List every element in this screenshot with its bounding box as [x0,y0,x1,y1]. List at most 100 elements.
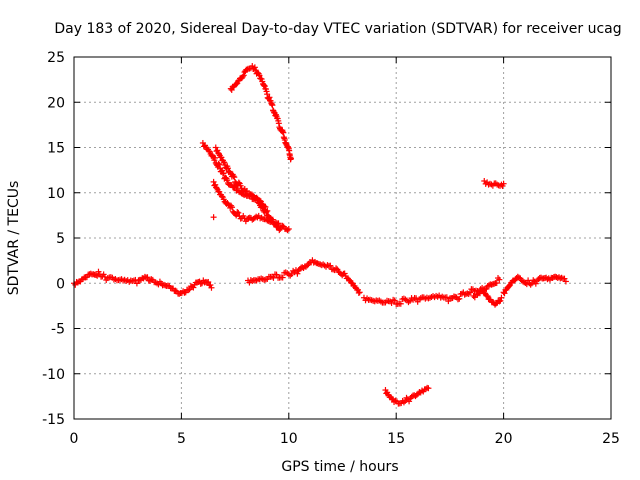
data-point [235,209,242,216]
data-point [214,147,221,154]
data-point [242,188,249,195]
y-tick-label: -15 [42,412,65,428]
data-point [284,227,291,234]
data-point [230,173,237,180]
y-tick-label: 0 [56,276,65,292]
data-point [190,284,197,291]
data-point [461,291,468,298]
data-point [160,281,167,288]
data-point [205,278,212,285]
data-point [285,225,292,232]
data-point [212,181,219,188]
y-tick-label: -5 [51,322,65,338]
data-point [525,277,532,284]
data-point [498,294,505,301]
y-tick-label: -10 [42,367,65,383]
data-point [263,208,270,215]
data-point [355,289,362,296]
data-point [208,284,215,291]
data-point [496,298,503,305]
data-point [334,266,341,273]
data-point [532,280,539,287]
data-point [256,197,263,204]
chart-title: Day 183 of 2020, Sidereal Day-to-day VTE… [54,21,621,37]
plot-frame [73,56,612,420]
data-point [229,204,236,211]
data-point [483,285,490,292]
x-tick-label: 25 [602,431,620,447]
data-point [216,161,223,168]
data-point [287,155,294,162]
data-point [273,271,280,278]
data-point [497,297,504,304]
y-axis-label: SDTVAR / TECUs [6,181,22,296]
data-point [406,398,413,405]
data-point [251,64,258,71]
data-point [506,283,513,290]
data-point [234,209,241,216]
data-point [207,281,214,288]
y-tick-label: 10 [47,186,65,202]
data-point [456,295,463,302]
data-point [264,207,271,214]
data-point [210,214,217,221]
data-point [496,276,503,283]
x-tick-label: 5 [177,431,186,447]
data-point [248,191,255,198]
data-point [275,220,282,227]
x-tick-label: 20 [495,431,513,447]
data-point [231,174,238,181]
data-point [240,72,247,79]
data-point [256,72,263,79]
data-point [215,160,222,167]
data-point [269,102,276,109]
y-tick-label: 15 [47,141,65,157]
data-point [333,265,340,272]
data-point [425,385,432,392]
data-point [262,204,269,211]
data-point [500,180,507,187]
y-tick-label: 20 [47,95,65,111]
y-tick-label: 5 [56,231,65,247]
data-point [314,260,321,267]
x-tick-labels: 0 5 10 15 20 25 [70,431,620,447]
data-point [235,179,242,186]
x-tick-label: 0 [70,431,79,447]
y-tick-label: 25 [47,50,65,66]
x-tick-label: 10 [280,431,298,447]
data-point [92,271,99,278]
data-point [133,280,140,287]
data-point [197,280,204,287]
x-tick-label: 15 [387,431,405,447]
data-point [356,289,363,296]
data-point [233,81,240,88]
data-point [443,294,450,301]
data-point [493,280,500,287]
data-point [345,276,352,283]
data-point [224,165,231,172]
x-axis-label: GPS time / hours [281,459,398,475]
data-point [388,299,395,306]
data-point [464,290,471,297]
data-point [294,270,301,277]
data-point [279,274,286,281]
data-point [279,222,286,229]
data-point [391,297,398,304]
data-points [71,63,569,407]
data-point [467,289,474,296]
data-point [501,290,508,297]
data-point [144,274,151,281]
data-point [220,159,227,166]
data-point [231,184,238,191]
data-point [397,300,404,307]
data-point [185,287,192,294]
data-point [327,262,334,269]
y-tick-labels: -15 -10 -5 0 5 10 15 20 25 [42,50,65,428]
grid [74,57,611,419]
data-point [562,278,569,285]
data-point [212,154,219,161]
data-point [225,201,232,208]
data-point [224,177,231,184]
